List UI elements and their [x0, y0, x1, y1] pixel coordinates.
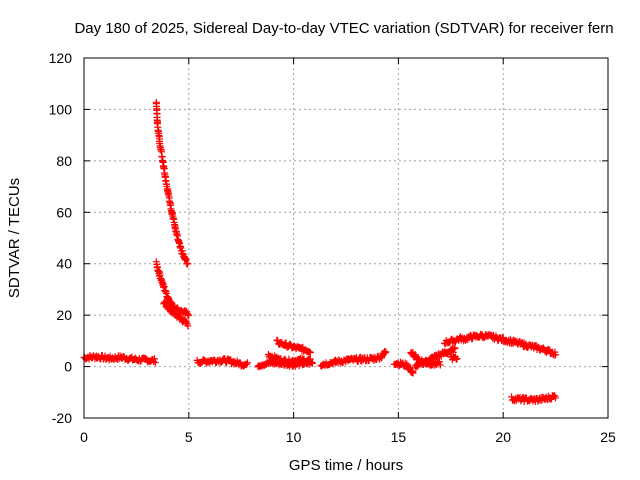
series-band-8-11: [254, 350, 316, 371]
data-point: [185, 311, 193, 319]
data-point: [412, 364, 420, 372]
data-point: [450, 345, 458, 353]
series-bump-9-11: [273, 336, 314, 357]
x-tick-label: 0: [80, 429, 88, 445]
data-point: [436, 358, 444, 366]
data-point: [552, 394, 560, 402]
y-tick-label: 20: [56, 307, 72, 323]
data-point: [451, 344, 459, 352]
data-point: [243, 360, 251, 368]
data-point: [308, 359, 316, 367]
data-point: [168, 299, 176, 307]
x-tick-label: 5: [185, 429, 193, 445]
data-point: [436, 361, 444, 369]
data-point: [197, 360, 205, 368]
data-point: [295, 362, 303, 370]
data-point: [150, 355, 158, 363]
data-point: [453, 355, 461, 363]
series-negative-band: [508, 392, 560, 406]
x-tick-label: 25: [600, 429, 616, 445]
series-band-5-8: [193, 355, 251, 370]
data-point: [243, 359, 251, 367]
series-low-arc: [160, 298, 192, 330]
y-tick-label: 80: [56, 153, 72, 169]
x-tick-label: 20: [495, 429, 511, 445]
x-tick-label: 15: [391, 429, 407, 445]
y-tick-label: 40: [56, 256, 72, 272]
y-tick-label: 120: [49, 50, 73, 66]
y-tick-label: -20: [52, 410, 72, 426]
data-point: [184, 260, 192, 268]
data-point: [306, 355, 314, 363]
data-point: [409, 369, 417, 377]
plot-frame: [83, 57, 609, 419]
data-points: [80, 98, 560, 406]
x-tick-label: 10: [286, 429, 302, 445]
data-point: [517, 338, 525, 346]
data-point: [306, 349, 314, 357]
x-axis: 0 5 10 15 20 25: [80, 58, 616, 445]
series-high-arc: [152, 98, 192, 268]
y-tick-label: 100: [49, 101, 73, 117]
data-point: [277, 354, 285, 362]
data-point: [552, 351, 560, 359]
y-axis-label: SDTVAR / TECUs: [6, 178, 23, 298]
y-tick-label: 0: [64, 359, 72, 375]
data-point: [382, 348, 390, 356]
grid-lines: [84, 58, 608, 418]
data-point: [162, 299, 170, 307]
data-point: [151, 359, 159, 367]
chart-title: Day 180 of 2025, Sidereal Day-to-day VTE…: [74, 20, 613, 37]
data-point: [305, 356, 313, 364]
data-point: [411, 351, 419, 359]
data-point: [520, 339, 528, 347]
y-tick-label: 60: [56, 204, 72, 220]
x-axis-label: GPS time / hours: [289, 457, 403, 474]
data-point: [184, 322, 192, 330]
data-point: [183, 310, 191, 318]
y-axis: -20 0 20 40 60 80 100 120: [49, 50, 608, 426]
series-hump-18-22: [457, 330, 560, 359]
series-band-11-14: [317, 348, 390, 370]
